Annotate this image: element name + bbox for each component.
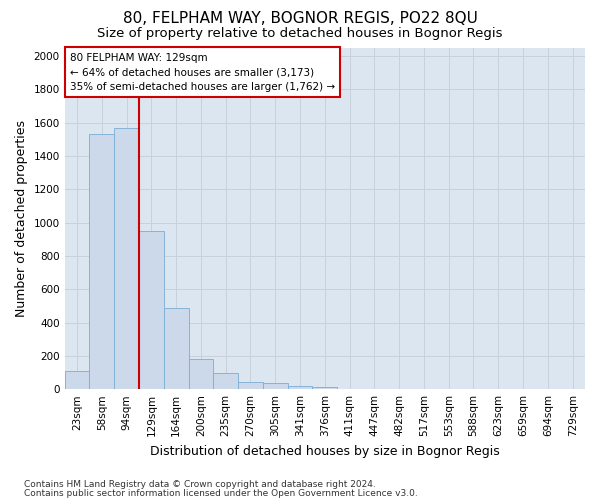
X-axis label: Distribution of detached houses by size in Bognor Regis: Distribution of detached houses by size … — [150, 444, 500, 458]
Bar — [164, 308, 188, 389]
Bar — [238, 382, 263, 389]
Text: 80, FELPHAM WAY, BOGNOR REGIS, PO22 8QU: 80, FELPHAM WAY, BOGNOR REGIS, PO22 8QU — [122, 11, 478, 26]
Bar — [89, 134, 114, 389]
Bar — [65, 371, 89, 389]
Text: 80 FELPHAM WAY: 129sqm
← 64% of detached houses are smaller (3,173)
35% of semi-: 80 FELPHAM WAY: 129sqm ← 64% of detached… — [70, 52, 335, 92]
Bar — [188, 359, 214, 389]
Bar — [313, 386, 337, 389]
Y-axis label: Number of detached properties: Number of detached properties — [15, 120, 28, 317]
Text: Contains public sector information licensed under the Open Government Licence v3: Contains public sector information licen… — [24, 488, 418, 498]
Bar — [114, 128, 139, 389]
Bar — [214, 374, 238, 389]
Text: Size of property relative to detached houses in Bognor Regis: Size of property relative to detached ho… — [97, 28, 503, 40]
Bar — [263, 384, 287, 389]
Bar — [287, 386, 313, 389]
Bar — [139, 231, 164, 389]
Text: Contains HM Land Registry data © Crown copyright and database right 2024.: Contains HM Land Registry data © Crown c… — [24, 480, 376, 489]
